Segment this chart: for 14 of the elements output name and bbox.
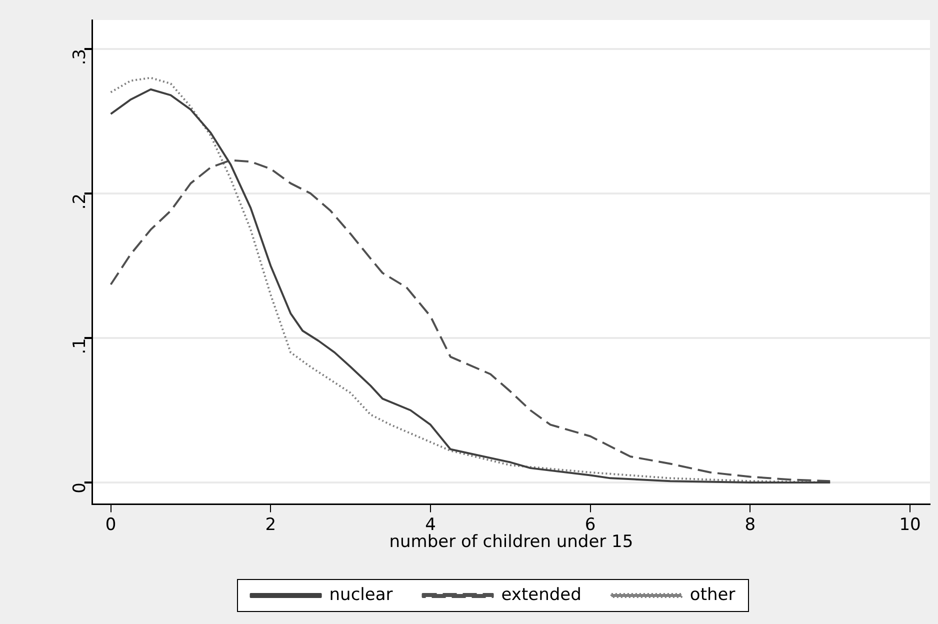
x-tick-label: 4 <box>425 514 436 535</box>
legend-label: nuclear <box>329 584 393 605</box>
x-axis-title: number of children under 15 <box>389 532 634 552</box>
x-tick-label: 10 <box>899 514 921 535</box>
x-tick-label: 0 <box>105 514 116 535</box>
x-tick-label: 6 <box>584 514 596 535</box>
x-tick-label: 8 <box>744 514 756 535</box>
y-tick-label: 0 <box>70 482 90 494</box>
y-tick-label: .3 <box>70 48 90 66</box>
x-tick-label: 2 <box>265 514 276 535</box>
y-tick-label: .2 <box>70 193 90 210</box>
y-tick-label: .1 <box>70 338 90 354</box>
legend-label: other <box>690 584 736 605</box>
legend-label: extended <box>501 584 582 605</box>
